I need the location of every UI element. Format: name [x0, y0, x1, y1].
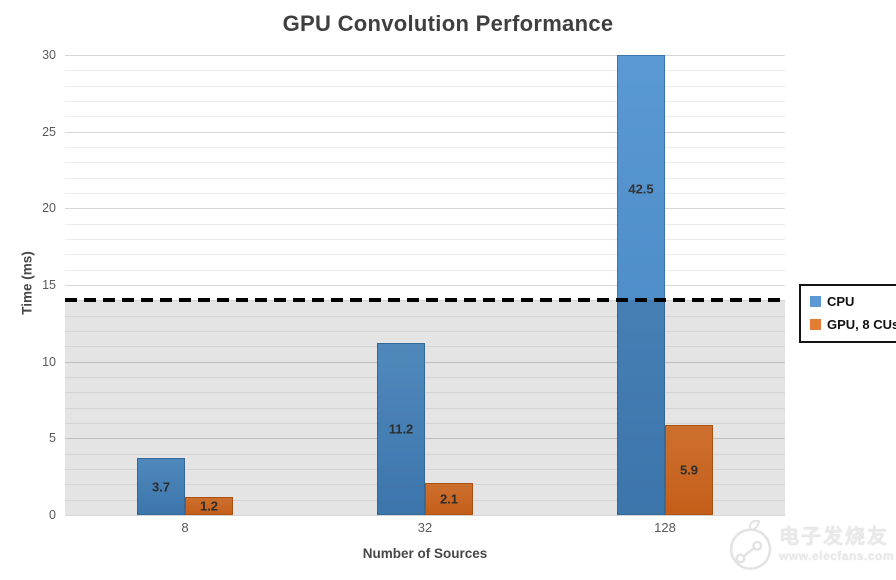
threshold-line [65, 298, 785, 303]
watermark-brand: 电子发烧友 [779, 526, 890, 549]
y-axis-title: Time (ms) [19, 251, 35, 315]
watermark: 电子发烧友 www.elecfans.com [726, 513, 894, 577]
minor-gridline [65, 469, 785, 470]
minor-gridline [65, 254, 785, 256]
y-tick-label: 30 [42, 48, 56, 62]
major-gridline [65, 361, 785, 363]
chart-title: GPU Convolution Performance [282, 11, 614, 36]
legend-swatch [810, 319, 821, 330]
y-tick-label: 0 [49, 508, 56, 522]
minor-gridline [65, 269, 785, 271]
x-tick-label: 8 [181, 520, 189, 535]
minor-gridline [65, 162, 785, 164]
major-gridline [65, 438, 785, 440]
plot-area: 3.7 11.2 42.5 1.2 2.1 5.9 [65, 55, 785, 516]
bar-value-label: 11.2 [388, 421, 414, 437]
legend-swatch [810, 296, 821, 307]
x-tick-label: 128 [654, 520, 676, 535]
x-axis-title: Number of Sources [362, 546, 488, 561]
minor-gridline [65, 407, 785, 409]
minor-gridline [65, 85, 785, 87]
legend-label: GPU, 8 CUs [827, 317, 896, 332]
minor-gridline [65, 331, 785, 332]
minor-gridline [65, 116, 785, 118]
minor-gridline [65, 377, 785, 378]
legend-item: GPU, 8 CUs [810, 317, 896, 332]
legend-item: CPU [810, 294, 896, 309]
y-tick-label: 15 [42, 278, 56, 292]
bar-cpu [617, 55, 665, 515]
major-gridline [65, 515, 785, 516]
minor-gridline [65, 453, 785, 455]
major-gridline [65, 131, 785, 133]
minor-gridline [65, 239, 785, 240]
major-gridline [65, 285, 785, 286]
legend-label: CPU [827, 294, 855, 309]
major-gridline [65, 208, 785, 210]
minor-gridline [65, 346, 785, 348]
minor-gridline [65, 223, 785, 225]
y-tick-label: 25 [42, 124, 56, 139]
minor-gridline [65, 70, 785, 72]
minor-gridline [65, 193, 785, 194]
bar-value-label: 1.2 [199, 498, 219, 514]
bar-gpu-8-cus [665, 424, 713, 515]
elecfans-logo-icon [729, 519, 772, 570]
minor-gridline [65, 315, 785, 317]
watermark-site: www.elecfans.com [779, 549, 894, 564]
legend: CPU GPU, 8 CUs [799, 284, 896, 343]
y-tick-label: 10 [42, 354, 56, 369]
minor-gridline [65, 392, 785, 394]
minor-gridline [65, 423, 785, 424]
threshold-region [65, 300, 785, 515]
bar-value-label: 2.1 [439, 491, 459, 507]
y-tick-label: 5 [49, 431, 56, 446]
minor-gridline [65, 147, 785, 148]
x-tick-label: 32 [417, 520, 433, 535]
minor-gridline [65, 177, 785, 179]
bar-cpu [137, 458, 185, 515]
bar-gpu-8-cus [185, 496, 233, 515]
bar-cpu [377, 343, 425, 515]
bar-gpu-8-cus [425, 482, 473, 515]
y-tick-label: 20 [42, 201, 56, 216]
minor-gridline [65, 101, 785, 102]
bar-value-label: 5.9 [679, 462, 699, 478]
bar-value-label: 3.7 [151, 479, 171, 495]
bar-value-label: 42.5 [628, 181, 654, 197]
major-gridline [65, 55, 785, 56]
